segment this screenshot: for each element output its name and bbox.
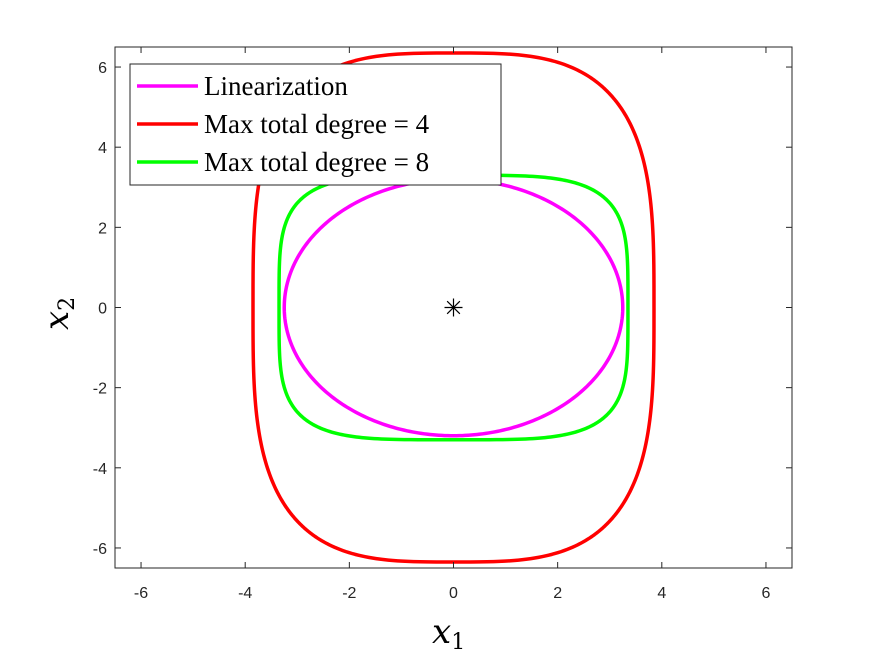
- y-tick-label: -2: [93, 381, 107, 398]
- x-tick-label: 6: [762, 585, 771, 602]
- y-tick-label: 0: [98, 301, 107, 318]
- y-tick-label: -4: [93, 461, 107, 478]
- y-tick-label: 4: [98, 140, 107, 157]
- series-line-1: [282, 177, 625, 438]
- legend-item-3: Max total degree = 8: [137, 147, 429, 177]
- series-line-2: [251, 51, 656, 564]
- y-tick-label: 6: [98, 60, 107, 77]
- legend-label: Linearization: [204, 71, 348, 101]
- x-tick-label: 0: [449, 585, 458, 602]
- series-line-3: [277, 173, 630, 442]
- x-tick-label: -6: [134, 585, 148, 602]
- y-tick-label: 2: [98, 220, 107, 237]
- y-tick-label: -6: [93, 541, 107, 558]
- legend-label: Max total degree = 4: [204, 109, 430, 139]
- x-tick-label: -4: [238, 585, 252, 602]
- legend-label: Max total degree = 8: [204, 147, 429, 177]
- x-tick-label: 4: [657, 585, 666, 602]
- curves-layer: [251, 51, 656, 564]
- ticks-layer: -6 -4 -2 0 2 4 6 -6 -4 -2 0 2 4 6: [93, 47, 792, 602]
- x-tick-label: -2: [342, 585, 356, 602]
- legend: Linearization Max total degree = 4 Max tot…: [129, 63, 502, 186]
- legend-item-2: Max total degree = 4: [137, 109, 430, 139]
- marker-layer: [444, 298, 463, 317]
- origin-asterisk-marker: [444, 298, 463, 317]
- y-axis-label: x2: [37, 297, 80, 330]
- legend-item-1: Linearization: [137, 71, 348, 101]
- x-tick-label: 2: [553, 585, 562, 602]
- x-axis-label: x1: [432, 612, 465, 655]
